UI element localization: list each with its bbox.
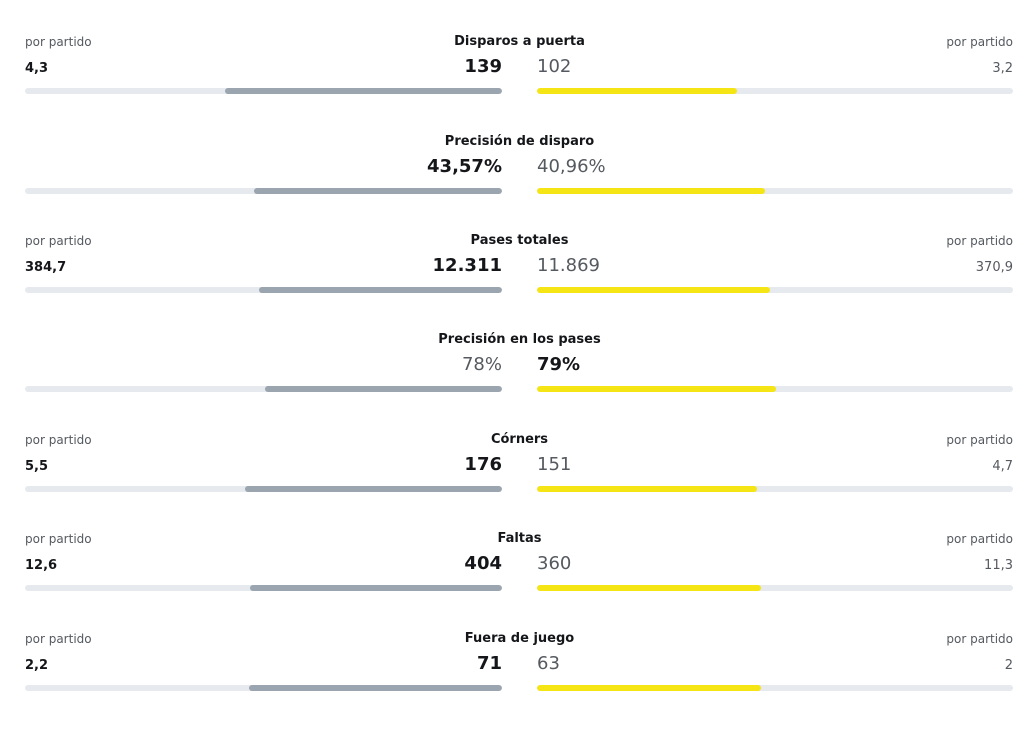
home-per-match-label: por partido (25, 433, 92, 447)
home-value: 78% (461, 354, 502, 375)
home-per-match-value: 2,2 (25, 658, 49, 673)
away-per-match-value: 2 (1004, 658, 1013, 673)
home-bar-track (25, 585, 502, 591)
away-per-match-label: por partido (946, 532, 1013, 546)
away-bar-track (537, 188, 1013, 194)
stat-row: Fuera de juego por partido por partido 2,2 2… (0, 631, 1025, 731)
home-per-match-value: 12,6 (25, 558, 58, 573)
away-per-match-label: por partido (946, 433, 1013, 447)
home-per-match-label: por partido (25, 632, 92, 646)
stat-row: Pases totales por partido por partido 384,7… (0, 233, 1025, 333)
home-value: 176 (464, 454, 502, 475)
home-per-match-label: por partido (25, 234, 92, 248)
stat-row: Córners por partido por partido 5,5 4,7 176 15… (0, 432, 1025, 532)
away-bar-fill (537, 486, 757, 492)
home-per-match-label: por partido (25, 532, 92, 546)
away-per-match-value: 370,9 (975, 260, 1013, 275)
home-value: 43,57% (427, 156, 502, 177)
home-bar-fill (225, 88, 502, 94)
stat-title: Precisión en los pases (438, 332, 601, 347)
away-per-match-value: 11,3 (984, 558, 1013, 573)
home-per-match-value: 5,5 (25, 459, 49, 474)
away-bar-track (537, 88, 1013, 94)
home-per-match-value: 384,7 (25, 260, 67, 275)
stat-title: Fuera de juego (464, 631, 575, 646)
home-bar-fill (250, 585, 502, 591)
home-bar-track (25, 486, 502, 492)
home-bar-fill (245, 486, 502, 492)
stat-row: Precisión en los pases 78% 79% (0, 332, 1025, 432)
away-bar-fill (537, 287, 770, 293)
away-value: 40,96% (537, 156, 606, 177)
away-per-match-label: por partido (946, 632, 1013, 646)
home-value: 404 (464, 553, 502, 574)
stat-row: Disparos a puerta por partido por partido 4… (0, 34, 1025, 134)
away-bar-fill (537, 585, 761, 591)
home-bar-track (25, 188, 502, 194)
away-value: 102 (537, 56, 572, 77)
home-value: 139 (464, 56, 502, 77)
stat-title: Pases totales (470, 233, 569, 248)
away-value: 360 (537, 553, 572, 574)
away-value: 63 (537, 653, 560, 674)
stat-title: Faltas (497, 531, 542, 546)
home-bar-fill (254, 188, 502, 194)
stat-row: Precisión de disparo 43,57% 40,96% (0, 134, 1025, 234)
home-value: 12.311 (432, 255, 502, 276)
away-per-match-value: 4,7 (992, 459, 1013, 474)
stat-title: Córners (490, 432, 549, 447)
away-bar-fill (537, 188, 765, 194)
away-bar-fill (537, 88, 737, 94)
home-per-match-value: 4,3 (25, 61, 49, 76)
home-bar-track (25, 386, 502, 392)
away-bar-track (537, 287, 1013, 293)
stat-row: Faltas por partido por partido 12,6 11,3 404 3… (0, 531, 1025, 631)
away-bar-track (537, 486, 1013, 492)
home-bar-track (25, 287, 502, 293)
away-per-match-value: 3,2 (992, 61, 1013, 76)
away-bar-track (537, 585, 1013, 591)
away-bar-fill (537, 685, 761, 691)
home-bar-fill (265, 386, 502, 392)
home-per-match-label: por partido (25, 35, 92, 49)
away-bar-track (537, 685, 1013, 691)
home-value: 71 (476, 653, 502, 674)
home-bar-fill (259, 287, 502, 293)
home-bar-fill (249, 685, 502, 691)
away-value: 151 (537, 454, 572, 475)
away-value: 79% (537, 354, 581, 375)
stat-title: Precisión de disparo (444, 134, 595, 149)
away-bar-track (537, 386, 1013, 392)
away-value: 11.869 (537, 255, 600, 276)
stat-title: Disparos a puerta (454, 34, 585, 49)
away-per-match-label: por partido (946, 35, 1013, 49)
away-per-match-label: por partido (946, 234, 1013, 248)
home-bar-track (25, 685, 502, 691)
away-bar-fill (537, 386, 776, 392)
home-bar-track (25, 88, 502, 94)
